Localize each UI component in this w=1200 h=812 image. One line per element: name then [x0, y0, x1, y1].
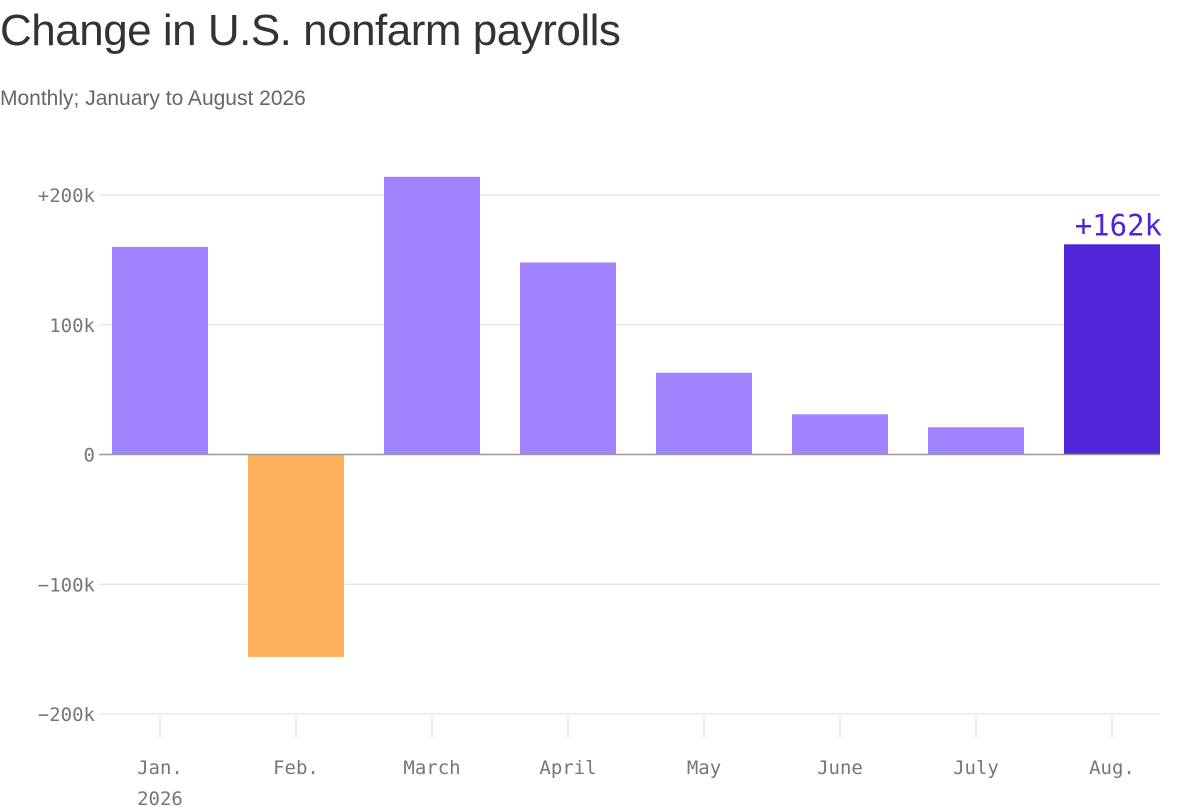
- x-tick-label: April: [539, 757, 596, 779]
- x-tick-label-line: 2026: [137, 788, 183, 810]
- x-tick-label: March: [403, 757, 460, 779]
- bar: [1064, 244, 1160, 455]
- bar: [248, 454, 344, 657]
- bar: [384, 176, 480, 455]
- x-tick-label-line: Jan.: [137, 757, 183, 779]
- bar: [928, 427, 1024, 455]
- bar: [792, 414, 888, 455]
- bar: [112, 246, 208, 455]
- chart-subtitle: Monthly; January to August 2026: [0, 87, 306, 110]
- bar: [520, 262, 616, 455]
- x-tick-label-line: March: [403, 757, 460, 779]
- y-tick-label: −100k: [38, 574, 96, 596]
- x-tick-label: July: [953, 757, 999, 779]
- bars: [112, 176, 1160, 657]
- x-tick-label-line: June: [817, 757, 863, 779]
- x-axis-ticks: Jan. 2026 Feb. March April May June July Aug.: [137, 716, 1135, 810]
- x-tick-label-line: Aug.: [1089, 757, 1135, 779]
- x-tick-label: Feb.: [273, 757, 319, 779]
- x-tick-label-line: July: [953, 757, 999, 779]
- x-tick-label: May: [687, 757, 721, 779]
- bar: [656, 372, 752, 455]
- y-tick-label: +200k: [38, 185, 96, 207]
- y-tick-label: 100k: [49, 315, 95, 337]
- x-tick-label: June: [817, 757, 863, 779]
- y-axis-tick-labels: +200k 100k 0 −100k −200k: [38, 185, 96, 726]
- y-tick-label: 0: [84, 445, 95, 467]
- x-tick-label-line: Feb.: [273, 757, 319, 779]
- x-tick-label-line: April: [539, 757, 596, 779]
- x-tick-label-line: May: [687, 757, 721, 779]
- x-tick-label: Aug.: [1089, 757, 1135, 779]
- x-tick-label: Jan. 2026: [137, 757, 183, 810]
- chart-title: Change in U.S. nonfarm payrolls: [0, 6, 621, 55]
- y-tick-label: −200k: [38, 704, 96, 726]
- value-annotations: +162k: [1075, 208, 1163, 242]
- value-annotation: +162k: [1075, 208, 1163, 242]
